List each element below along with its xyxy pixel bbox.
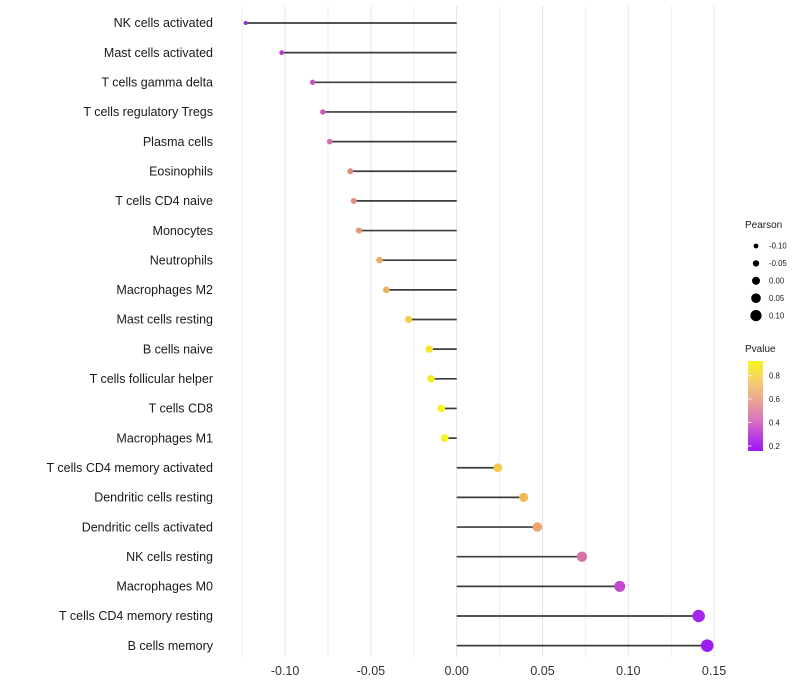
lollipop-dot [383, 286, 390, 294]
y-axis-category-label: B cells naive [143, 342, 213, 356]
pearson-legend-dot [750, 310, 762, 322]
lollipop-dot [309, 79, 316, 85]
pvalue-colorbar [748, 361, 763, 451]
lollipop-dot [700, 639, 714, 652]
y-axis-category-label: T cells CD4 memory activated [47, 461, 214, 475]
y-axis-category-label: Mast cells resting [116, 313, 213, 327]
x-tick-label: -0.05 [357, 664, 386, 678]
pearson-legend-label: -0.10 [769, 242, 787, 251]
lollipop-dot [405, 315, 413, 324]
x-tick-label: -0.10 [271, 664, 300, 678]
lollipop-dot [347, 168, 354, 175]
y-axis-category-label: Dendritic cells activated [82, 520, 213, 534]
y-axis-category-label: Macrophages M1 [116, 431, 213, 445]
y-axis-category-label: B cells memory [128, 639, 214, 653]
pearson-legend-dot [752, 276, 760, 285]
lollipop-dot [576, 551, 588, 562]
lollipop-dot [355, 227, 362, 234]
y-axis-category-label: T cells follicular helper [90, 372, 213, 386]
y-axis-category-label: Plasma cells [143, 135, 213, 149]
x-tick-label: 0.05 [530, 664, 554, 678]
pvalue-tick-label: 0.2 [769, 442, 780, 451]
pearson-legend-label: 0.05 [769, 294, 785, 303]
lollipop-dot [692, 609, 705, 623]
y-axis-category-label: T cells gamma delta [101, 76, 213, 90]
pearson-legend-label: 0.10 [769, 311, 785, 320]
x-tick-label: 0.15 [702, 664, 726, 678]
lollipop-dot [279, 50, 285, 56]
lollipop-dot [493, 463, 503, 473]
lollipop-dot [532, 522, 543, 532]
lollipop-dot [440, 434, 449, 442]
pearson-legend-dot [751, 293, 761, 304]
pearson-legend-dot [752, 260, 760, 267]
lollipop-dot [376, 256, 383, 264]
y-axis-category-label: Mast cells activated [104, 46, 213, 60]
lollipop-dot [326, 138, 333, 145]
lollipop-dot [614, 580, 626, 592]
pearson-legend-dot [753, 243, 759, 249]
y-axis-category-label: NK cells activated [114, 16, 213, 30]
y-axis-category-label: Neutrophils [150, 253, 213, 267]
y-axis-category-label: NK cells resting [126, 550, 213, 564]
lollipop-dot [519, 492, 529, 503]
y-axis-category-label: T cells CD4 naive [115, 194, 213, 208]
pvalue-legend-title: Pvalue [745, 344, 776, 355]
pearson-legend-label: -0.05 [769, 259, 787, 268]
lollipop-dot [320, 109, 326, 115]
y-axis-category-label: T cells regulatory Tregs [83, 105, 213, 119]
x-tick-label: 0.10 [616, 664, 640, 678]
y-axis-category-label: Macrophages M0 [116, 580, 213, 594]
pvalue-tick-label: 0.8 [769, 372, 780, 381]
y-axis-category-label: Dendritic cells resting [94, 491, 213, 505]
x-tick-label: 0.00 [445, 664, 469, 678]
lollipop-dot [350, 197, 357, 204]
y-axis-category-label: Macrophages M2 [116, 283, 213, 297]
pvalue-tick-label: 0.6 [769, 395, 780, 404]
pearson-legend-label: 0.00 [769, 277, 785, 286]
lollipop-dot [427, 375, 435, 383]
pearson-legend-title: Pearson [745, 220, 782, 231]
lollipop-dot [243, 20, 248, 26]
lollipop-dot [437, 404, 446, 413]
lollipop-dot [425, 345, 433, 353]
y-axis-category-label: Monocytes [153, 224, 213, 238]
y-axis-category-label: Eosinophils [149, 164, 213, 178]
y-axis-category-label: T cells CD8 [149, 402, 213, 416]
pvalue-tick-label: 0.4 [769, 419, 781, 428]
y-axis-category-label: T cells CD4 memory resting [59, 609, 213, 623]
